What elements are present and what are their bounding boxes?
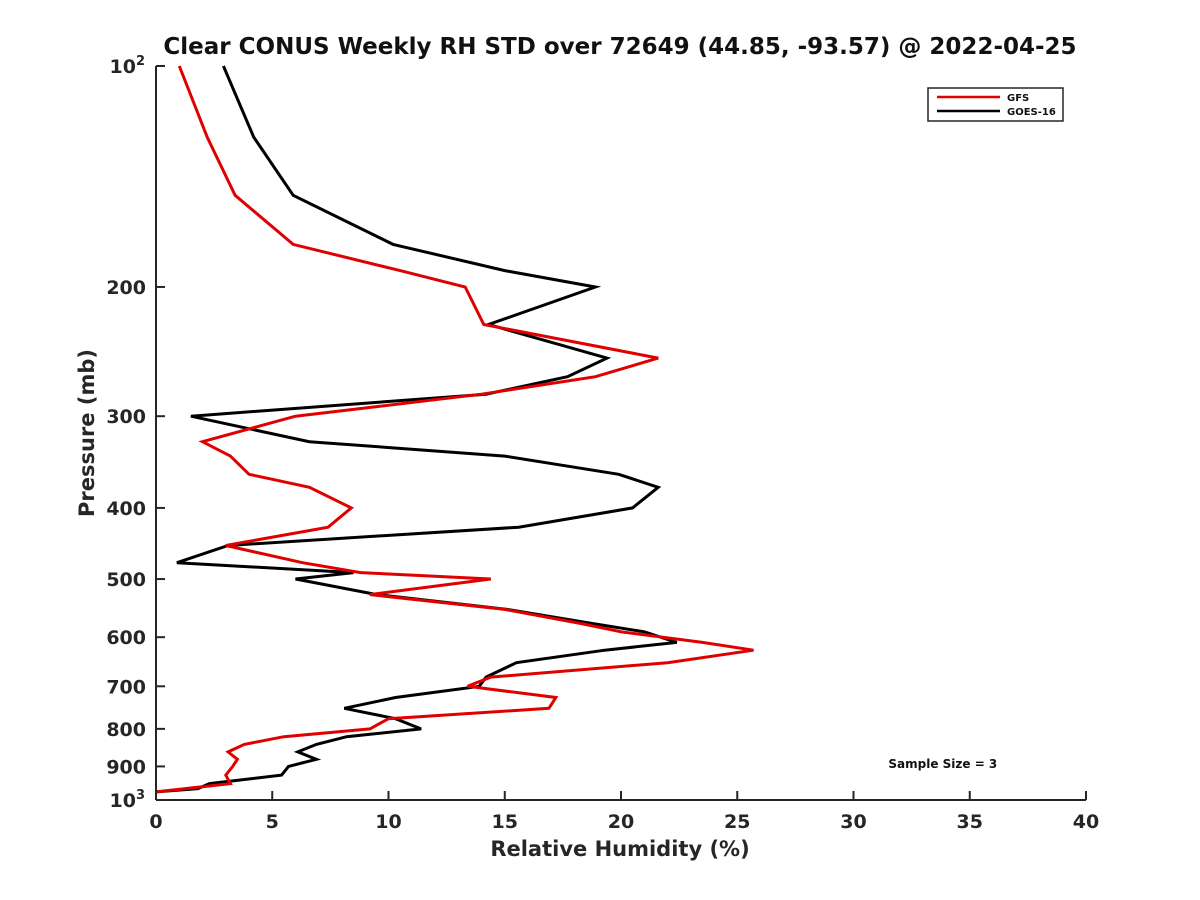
y-tick-label: 10 [110,56,136,78]
y-tick-label: 300 [106,406,146,428]
x-tick-label: 35 [957,811,983,833]
x-axis-label: Relative Humidity (%) [490,837,749,861]
y-tick-label: 900 [106,756,146,778]
legend: GFS GOES-16 [927,87,1064,122]
legend-box [927,87,1064,122]
x-tick-label: 25 [724,811,750,833]
x-tick-label: 5 [266,811,279,833]
y-tick-label: 700 [106,676,146,698]
plot-area [155,65,754,794]
y-tick-label: 500 [106,569,146,591]
y-tick-exponent: 3 [136,788,145,803]
chart-title: Clear CONUS Weekly RH STD over 72649 (44… [163,34,1076,60]
y-tick-label: 200 [106,277,146,299]
y-tick-label: 600 [106,627,146,649]
y-tick-label: 800 [106,719,146,741]
series-line-gfs [155,65,754,794]
y-tick-label: 400 [106,498,146,520]
x-tick-label: 15 [492,811,518,833]
x-axis-ticks: 0 5 10 15 20 25 30 35 40 [149,791,1099,833]
sample-size-annotation: Sample Size = 3 [888,757,997,771]
x-tick-label: 0 [149,811,162,833]
annotations: Sample Size = 3 [888,757,997,771]
legend-label: GFS [1007,93,1029,104]
x-tick-label: 10 [375,811,401,833]
x-tick-label: 30 [840,811,866,833]
legend-label: GOES-16 [1007,107,1056,118]
x-tick-label: 20 [608,811,634,833]
x-tick-label: 40 [1073,811,1099,833]
y-tick-label: 10 [110,790,136,812]
y-axis-label: Pressure (mb) [75,349,99,517]
y-tick-exponent: 2 [136,54,145,69]
